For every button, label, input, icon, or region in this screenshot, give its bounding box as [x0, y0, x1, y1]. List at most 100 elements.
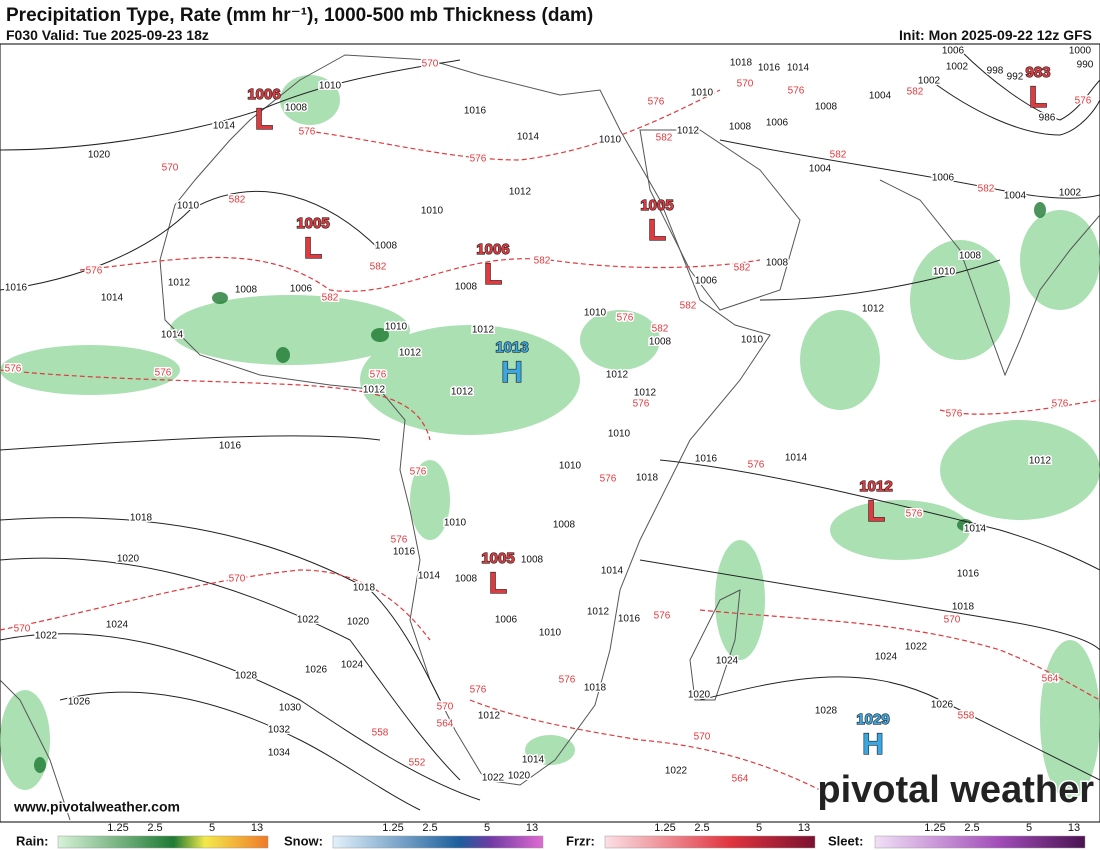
- isobar-label: 990: [1077, 60, 1094, 71]
- isobar-label: 1016: [393, 547, 416, 558]
- thickness-label: 576: [633, 399, 650, 410]
- isobar-label: 1016: [695, 454, 718, 465]
- thickness-label: 558: [958, 711, 975, 722]
- pressure-center: L: [304, 232, 322, 265]
- isobar-label: 1020: [88, 150, 111, 161]
- isobar-label: 1014: [787, 63, 810, 74]
- isobar-label: 1018: [636, 473, 659, 484]
- isobar-label: 1012: [472, 325, 495, 336]
- isobar-label: 1006: [695, 276, 718, 287]
- isobar-label: 1010: [599, 135, 622, 146]
- pressure-center: L: [484, 258, 502, 291]
- thickness-label: 582: [652, 324, 669, 335]
- isobar-label: 1008: [766, 258, 789, 269]
- thickness-label: 582: [734, 263, 751, 274]
- legend-tick: 2.5: [422, 822, 437, 834]
- isobar-label: 1010: [584, 308, 607, 319]
- isobar-label: 1008: [959, 251, 982, 262]
- isobar-label: 1014: [522, 755, 545, 766]
- pressure-value: 1006: [476, 241, 509, 258]
- map-frame: [0, 43, 1100, 823]
- isobar-label: 1008: [235, 285, 258, 296]
- pressure-center: L: [489, 567, 507, 600]
- pressure-value: 1005: [481, 550, 514, 567]
- thickness-label: 576: [559, 675, 576, 686]
- isobar-label: 1014: [601, 566, 624, 577]
- isobar-label: 1024: [875, 652, 898, 663]
- thickness-label: 582: [534, 256, 551, 267]
- pressure-value: 1005: [640, 197, 673, 214]
- isobar-label: 1006: [290, 284, 313, 295]
- pressure-value: 1006: [247, 86, 280, 103]
- thickness-label: 582: [907, 87, 924, 98]
- website: www.pivotalweather.com: [13, 799, 180, 815]
- isobar-label: 1016: [464, 106, 487, 117]
- isobar-label: 1016: [957, 569, 980, 580]
- isobar-label: 1024: [106, 620, 129, 631]
- pressure-center: L: [648, 214, 666, 247]
- legend-tick: 1.25: [924, 822, 945, 834]
- isobar-label: 1020: [508, 771, 531, 782]
- isobar-label: 992: [1007, 72, 1024, 83]
- isobar-label: 1012: [399, 348, 422, 359]
- thickness-label: 576: [1052, 399, 1069, 410]
- isobar-label: 1022: [35, 631, 58, 642]
- thickness-label: 576: [788, 86, 805, 97]
- thickness-label: 552: [409, 758, 426, 769]
- isobar-label: 1018: [584, 683, 607, 694]
- isobar-label: 1008: [649, 337, 672, 348]
- isobar-label: 1022: [482, 773, 505, 784]
- thickness-label: 576: [470, 685, 487, 696]
- isobar-label: 1008: [455, 282, 478, 293]
- legend-swatch: [332, 835, 544, 849]
- thickness-label: 576: [600, 474, 617, 485]
- isobar-label: 1020: [117, 554, 140, 565]
- isobar-label: 1018: [353, 583, 376, 594]
- thickness-label: 570: [229, 574, 246, 585]
- legend-tick: 5: [1026, 822, 1032, 834]
- legend-tick: 5: [756, 822, 762, 834]
- isobar-label: 1002: [918, 76, 941, 87]
- thickness-label: 576: [86, 266, 103, 277]
- isobar-label: 1012: [606, 370, 629, 381]
- thickness-label: 576: [155, 368, 172, 379]
- isobar-label: 1008: [375, 241, 398, 252]
- isobar-label: 1010: [319, 81, 342, 92]
- legend-tick: 5: [209, 822, 215, 834]
- isobar-label: 1004: [869, 91, 892, 102]
- isobar-label: 1008: [815, 102, 838, 113]
- thickness-label: 564: [732, 774, 749, 785]
- legend-tick: 5: [484, 822, 490, 834]
- isobar-label: 1014: [161, 330, 184, 341]
- isobar-label: 1014: [418, 571, 441, 582]
- isobar-label: 1014: [517, 132, 540, 143]
- isobar-label: 1008: [729, 122, 752, 133]
- legend-tick: 2.5: [694, 822, 709, 834]
- legend-tick: 13: [251, 822, 263, 834]
- isobar-label: 1006: [932, 173, 955, 184]
- isobar-label: 1020: [688, 690, 711, 701]
- thickness-label: 582: [680, 301, 697, 312]
- pressure-value: 983: [1025, 64, 1050, 81]
- isobar-label: 1002: [946, 62, 969, 73]
- isobar-label: 1026: [931, 700, 954, 711]
- legend-tick: 13: [1068, 822, 1080, 834]
- legend-tick: 1.25: [654, 822, 675, 834]
- isobar-label: 1024: [341, 660, 364, 671]
- init-time: Init: Mon 2025-09-22 12z GFS: [899, 27, 1092, 43]
- isobar-label: 1004: [1004, 191, 1027, 202]
- thickness-label: 576: [299, 127, 316, 138]
- isobar-label: 1010: [385, 322, 408, 333]
- isobar-label: 1010: [741, 335, 764, 346]
- isobar-label: 1014: [785, 453, 808, 464]
- isobar-label: 1010: [177, 201, 200, 212]
- thickness-label: 576: [748, 460, 765, 471]
- pressure-center: L: [1029, 81, 1047, 114]
- isobar-label: 1016: [5, 283, 28, 294]
- thickness-label: 576: [470, 154, 487, 165]
- isobar-label: 1024: [716, 656, 739, 667]
- pressure-center: L: [255, 103, 273, 136]
- isobar-label: 1022: [905, 642, 928, 653]
- isobar-label: 1010: [559, 461, 582, 472]
- thickness-label: 576: [370, 370, 387, 381]
